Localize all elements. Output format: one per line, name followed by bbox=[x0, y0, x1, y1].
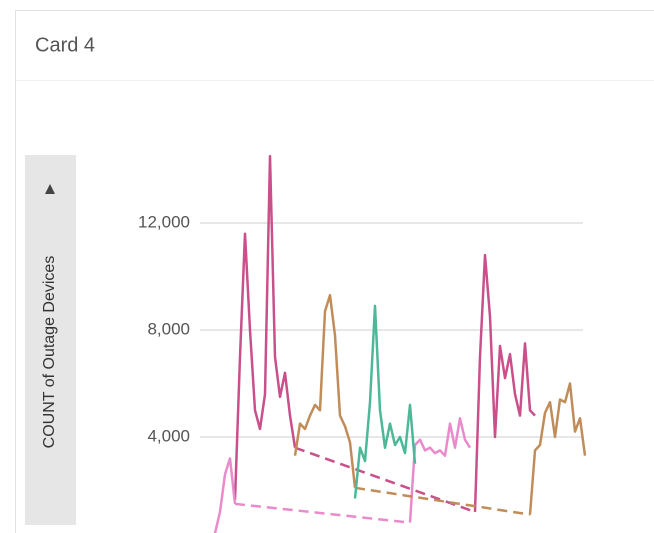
series-line bbox=[293, 293, 587, 515]
series-line bbox=[353, 304, 417, 499]
gap-connector bbox=[234, 502, 411, 524]
y-tick-label: 12,000 bbox=[138, 212, 190, 231]
y-axis-label: COUNT of Outage Devices bbox=[41, 256, 58, 449]
plot-area bbox=[200, 154, 587, 533]
series-line bbox=[213, 417, 472, 533]
y-tick-label: 4,000 bbox=[147, 426, 190, 445]
gap-connector bbox=[354, 486, 531, 516]
dropdown-arrow[interactable] bbox=[45, 184, 55, 194]
card-title: Card 4 bbox=[35, 34, 95, 56]
series-line bbox=[233, 154, 536, 512]
y-tick-label: 8,000 bbox=[147, 319, 190, 338]
card-frame bbox=[15, 10, 654, 533]
y-axis-label-button[interactable] bbox=[25, 155, 76, 525]
